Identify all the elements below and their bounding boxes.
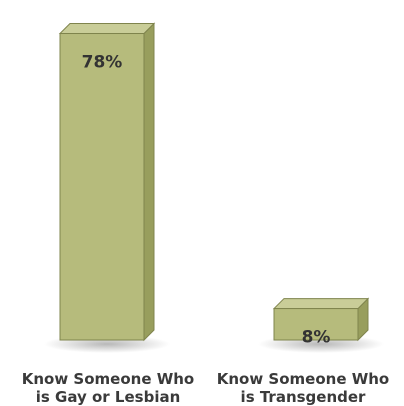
category-label-transgender: Know Someone Who is Transgender [216, 370, 390, 406]
bar-top-face [272, 298, 370, 310]
data-label-gay-lesbian: 78% [82, 53, 123, 73]
bar-side-face [143, 22, 155, 342]
category-label-gay-lesbian: Know Someone Who is Gay or Lesbian [21, 370, 195, 406]
bar-transgender [258, 297, 384, 353]
data-labels-group: 78% 8% [82, 53, 331, 348]
bars-group [44, 22, 384, 353]
bar-front-face [273, 308, 359, 341]
data-label-transgender: 8% [302, 328, 331, 348]
bar-top-face [58, 23, 156, 35]
bar-gay-lesbian [44, 22, 170, 353]
bar-front-face [59, 33, 145, 341]
